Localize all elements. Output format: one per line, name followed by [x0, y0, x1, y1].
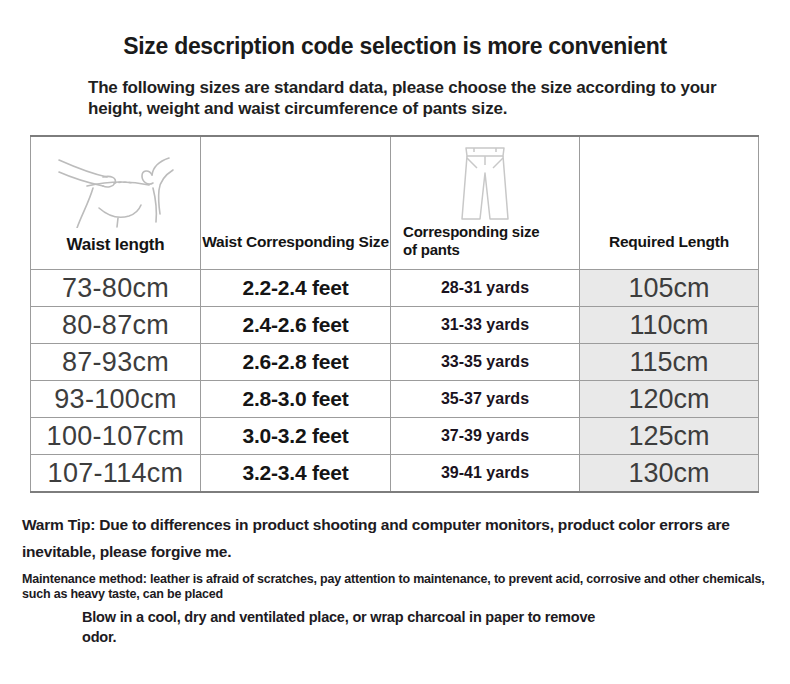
- size-table: Waist length Waist Corresponding Size: [30, 135, 759, 493]
- header-corresponding-size-of-pants: Corresponding size of pants: [391, 136, 580, 270]
- waist-size-feet-cell: 2.6-2.8 feet: [201, 344, 391, 381]
- header-label-corresponding-size-of-pants: Corresponding size of pants: [403, 223, 553, 269]
- pants-icon: [391, 137, 579, 223]
- pants-size-yards-cell: 37-39 yards: [391, 418, 580, 455]
- required-length-cell: 115cm: [580, 344, 759, 381]
- waist-length-cell: 100-107cm: [31, 418, 201, 455]
- table-row: 80-87cm 2.4-2.6 feet 31-33 yards 110cm: [31, 307, 759, 344]
- table-row: 87-93cm 2.6-2.8 feet 33-35 yards 115cm: [31, 344, 759, 381]
- page-subtitle: The following sizes are standard data, p…: [88, 77, 720, 119]
- maintenance-note: Maintenance method: leather is afraid of…: [22, 572, 766, 602]
- warm-tip-note: Warm Tip: Due to differences in product …: [22, 511, 770, 565]
- size-table-body: 73-80cm 2.2-2.4 feet 28-31 yards 105cm 8…: [31, 270, 759, 493]
- required-length-cell: 125cm: [580, 418, 759, 455]
- waist-size-feet-cell: 2.2-2.4 feet: [201, 270, 391, 307]
- header-required-length: Required Length: [580, 136, 759, 270]
- required-length-cell: 120cm: [580, 381, 759, 418]
- header-label-waist-length: Waist length: [66, 235, 164, 269]
- header-waist-corresponding-size: Waist Corresponding Size: [201, 136, 391, 270]
- size-table-header: Waist length Waist Corresponding Size: [31, 136, 759, 270]
- pants-size-yards-cell: 28-31 yards: [391, 270, 580, 307]
- pants-size-yards-cell: 35-37 yards: [391, 381, 580, 418]
- waist-size-feet-cell: 2.4-2.6 feet: [201, 307, 391, 344]
- header-waist-length: Waist length: [31, 136, 201, 270]
- pants-size-yards-cell: 31-33 yards: [391, 307, 580, 344]
- required-length-cell: 105cm: [580, 270, 759, 307]
- waist-length-cell: 73-80cm: [31, 270, 201, 307]
- required-length-cell: 130cm: [580, 455, 759, 493]
- table-row: 73-80cm 2.2-2.4 feet 28-31 yards 105cm: [31, 270, 759, 307]
- storage-note: Blow in a cool, dry and ventilated place…: [82, 607, 610, 647]
- table-row: 100-107cm 3.0-3.2 feet 37-39 yards 125cm: [31, 418, 759, 455]
- waist-size-feet-cell: 3.2-3.4 feet: [201, 455, 391, 493]
- waist-size-feet-cell: 3.0-3.2 feet: [201, 418, 391, 455]
- waist-length-cell: 87-93cm: [31, 344, 201, 381]
- table-row: 93-100cm 2.8-3.0 feet 35-37 yards 120cm: [31, 381, 759, 418]
- table-row: 107-114cm 3.2-3.4 feet 39-41 yards 130cm: [31, 455, 759, 493]
- pants-size-yards-cell: 33-35 yards: [391, 344, 580, 381]
- header-label-waist-corresponding-size: Waist Corresponding Size: [202, 233, 389, 269]
- waist-length-cell: 107-114cm: [31, 455, 201, 493]
- waist-size-feet-cell: 2.8-3.0 feet: [201, 381, 391, 418]
- required-length-cell: 110cm: [580, 307, 759, 344]
- waist-measure-icon: [31, 137, 200, 235]
- size-chart-page: Size description code selection is more …: [0, 0, 790, 684]
- page-title: Size description code selection is more …: [0, 0, 790, 60]
- waist-length-cell: 93-100cm: [31, 381, 201, 418]
- header-label-required-length: Required Length: [609, 233, 729, 269]
- pants-size-yards-cell: 39-41 yards: [391, 455, 580, 493]
- waist-length-cell: 80-87cm: [31, 307, 201, 344]
